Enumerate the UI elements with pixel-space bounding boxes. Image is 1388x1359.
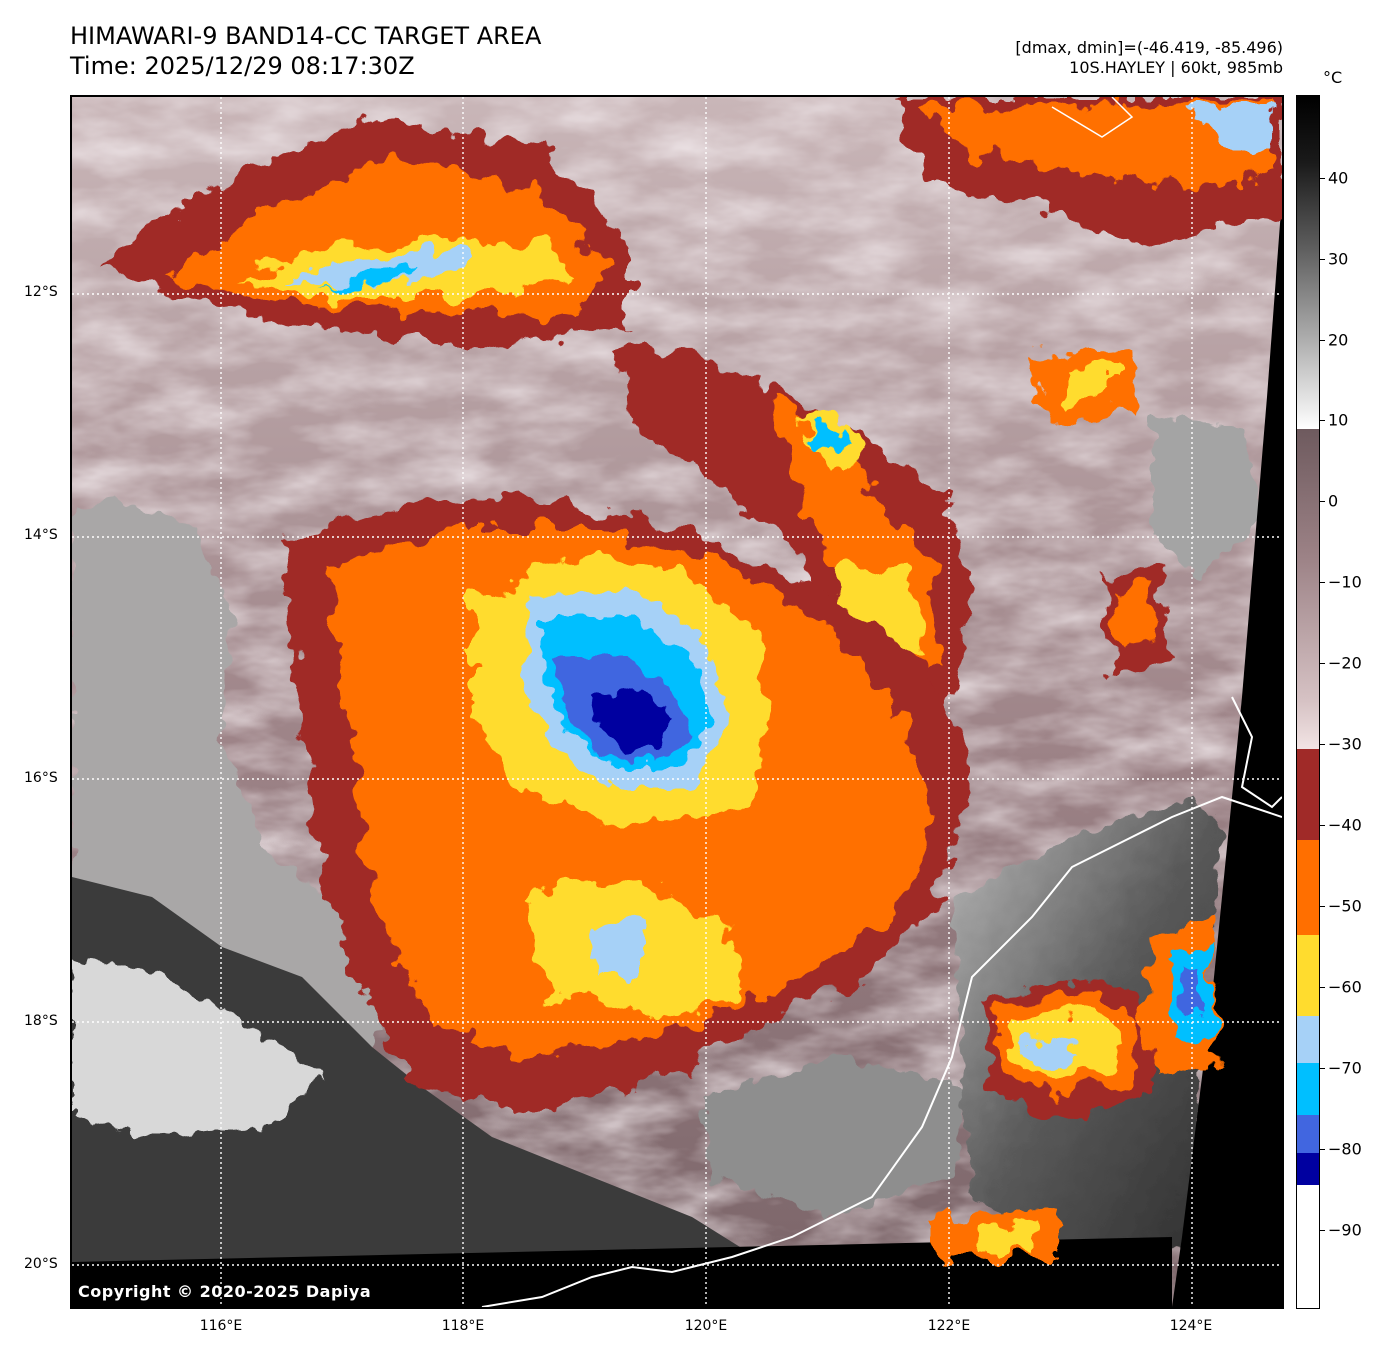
- colorbar-label: −10: [1328, 572, 1362, 592]
- colorbar-tick: [1320, 825, 1325, 826]
- colorbar-tick: [1320, 259, 1325, 260]
- colorbar-label: 20: [1328, 330, 1349, 350]
- colorbar-mid-gradient: [1297, 429, 1319, 749]
- colorbar-label: −40: [1328, 815, 1362, 835]
- colorbar-unit: °C: [1323, 68, 1343, 87]
- colorbar-tick: [1320, 663, 1325, 664]
- colorbar-label: −50: [1328, 896, 1362, 916]
- colorbar-tick: [1320, 1149, 1325, 1150]
- temperature-colorbar: [1296, 95, 1320, 1309]
- colorbar-band-yellow: [1297, 935, 1319, 1016]
- colorbar-warm-gradient: [1297, 96, 1319, 429]
- colorbar-tick: [1320, 1230, 1325, 1231]
- colorbar-band-navy: [1297, 1153, 1319, 1185]
- colorbar-label: 40: [1328, 168, 1349, 188]
- lon-label-118e: 118°E: [441, 1318, 485, 1334]
- colorbar-tick: [1320, 340, 1325, 341]
- colorbar-label: 0: [1328, 491, 1339, 511]
- colorbar-band-lightblue: [1297, 1016, 1319, 1063]
- storm-info: 10S.HAYLEY | 60kt, 985mb: [1069, 58, 1283, 77]
- colorbar-label: −20: [1328, 653, 1362, 673]
- colorbar-label: 10: [1328, 410, 1349, 430]
- colorbar-tick: [1320, 420, 1325, 421]
- copyright-notice: Copyright © 2020-2025 Dapiya: [78, 1282, 372, 1301]
- colorbar-band-red: [1297, 749, 1319, 840]
- lat-label-12s: 12°S: [24, 284, 58, 300]
- colorbar-tick: [1320, 178, 1325, 179]
- colorbar-tick: [1320, 906, 1325, 907]
- lon-label-120e: 120°E: [684, 1318, 728, 1334]
- colorbar-tick: [1320, 501, 1325, 502]
- lat-label-14s: 14°S: [24, 527, 58, 543]
- intensity-range: [dmax, dmin]=(-46.419, -85.496): [1015, 38, 1283, 57]
- lon-label-122e: 122°E: [927, 1318, 971, 1334]
- colorbar-tick: [1320, 744, 1325, 745]
- colorbar-tick: [1320, 1068, 1325, 1069]
- lon-label-116e: 116°E: [199, 1318, 243, 1334]
- colorbar-label: −60: [1328, 977, 1362, 997]
- image-title: HIMAWARI-9 BAND14-CC TARGET AREA: [70, 22, 542, 50]
- satellite-map[interactable]: Copyright © 2020-2025 Dapiya: [70, 95, 1284, 1309]
- image-timestamp: Time: 2025/12/29 08:17:30Z: [70, 52, 415, 80]
- colorbar-label: −30: [1328, 734, 1362, 754]
- colorbar-tick: [1320, 987, 1325, 988]
- colorbar-label: −70: [1328, 1058, 1362, 1078]
- lat-label-18s: 18°S: [24, 1013, 58, 1029]
- lat-label-20s: 20°S: [24, 1256, 58, 1272]
- colorbar-label: −90: [1328, 1220, 1362, 1240]
- lat-label-16s: 16°S: [24, 770, 58, 786]
- colorbar-label: −80: [1328, 1139, 1362, 1159]
- colorbar-band-cyan: [1297, 1063, 1319, 1115]
- colorbar-tick: [1320, 582, 1325, 583]
- colorbar-band-white: [1297, 1185, 1319, 1308]
- satellite-imagery: [72, 97, 1282, 1307]
- lon-label-124e: 124°E: [1169, 1318, 1213, 1334]
- colorbar-label: 30: [1328, 249, 1349, 269]
- colorbar-band-orange: [1297, 840, 1319, 935]
- colorbar-band-blue: [1297, 1115, 1319, 1153]
